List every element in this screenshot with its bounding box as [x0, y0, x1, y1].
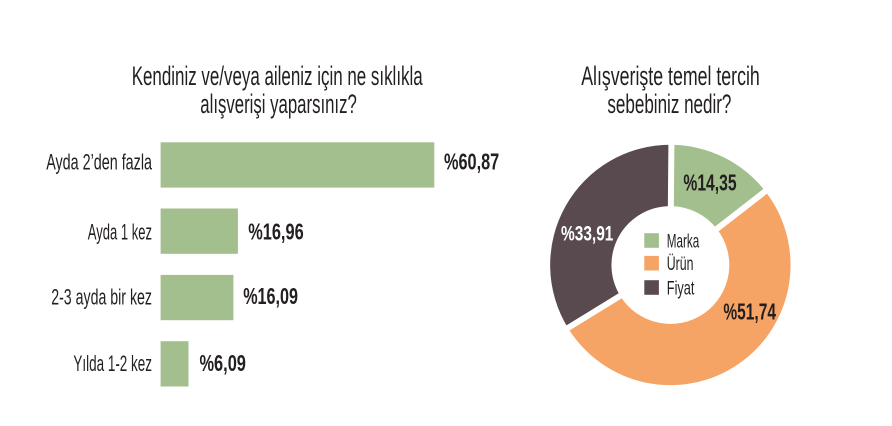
svg-text:Yılda 1-2 kez: Yılda 1-2 kez	[73, 351, 152, 376]
svg-text:Ayda 1 kez: Ayda 1 kez	[88, 219, 152, 244]
svg-text:Alışverişte temel tercih: Alışverişte temel tercih	[581, 60, 760, 91]
svg-text:Fiyat: Fiyat	[667, 278, 695, 299]
svg-text:%51,74: %51,74	[723, 298, 776, 324]
svg-text:Ayda 2’den fazla: Ayda 2’den fazla	[46, 149, 152, 174]
svg-text:%14,35: %14,35	[683, 169, 736, 195]
svg-text:2-3 ayda bir kez: 2-3 ayda bir kez	[51, 284, 152, 309]
svg-text:sebebiniz nedir?: sebebiniz nedir?	[607, 88, 731, 119]
svg-text:%33,91: %33,91	[561, 222, 613, 246]
svg-text:alışverişi yaparsınız?: alışverişi yaparsınız?	[200, 88, 356, 119]
svg-text:%60,87: %60,87	[444, 149, 499, 175]
svg-text:%16,09: %16,09	[243, 283, 298, 309]
svg-text:%6,09: %6,09	[200, 350, 246, 376]
svg-text:%16,96: %16,96	[248, 218, 304, 244]
svg-text:Ürün: Ürün	[667, 254, 694, 275]
svg-text:Kendiniz ve/veya aileniz için: Kendiniz ve/veya aileniz için ne sıklıkl…	[132, 60, 424, 91]
svg-text:Marka: Marka	[667, 231, 700, 252]
